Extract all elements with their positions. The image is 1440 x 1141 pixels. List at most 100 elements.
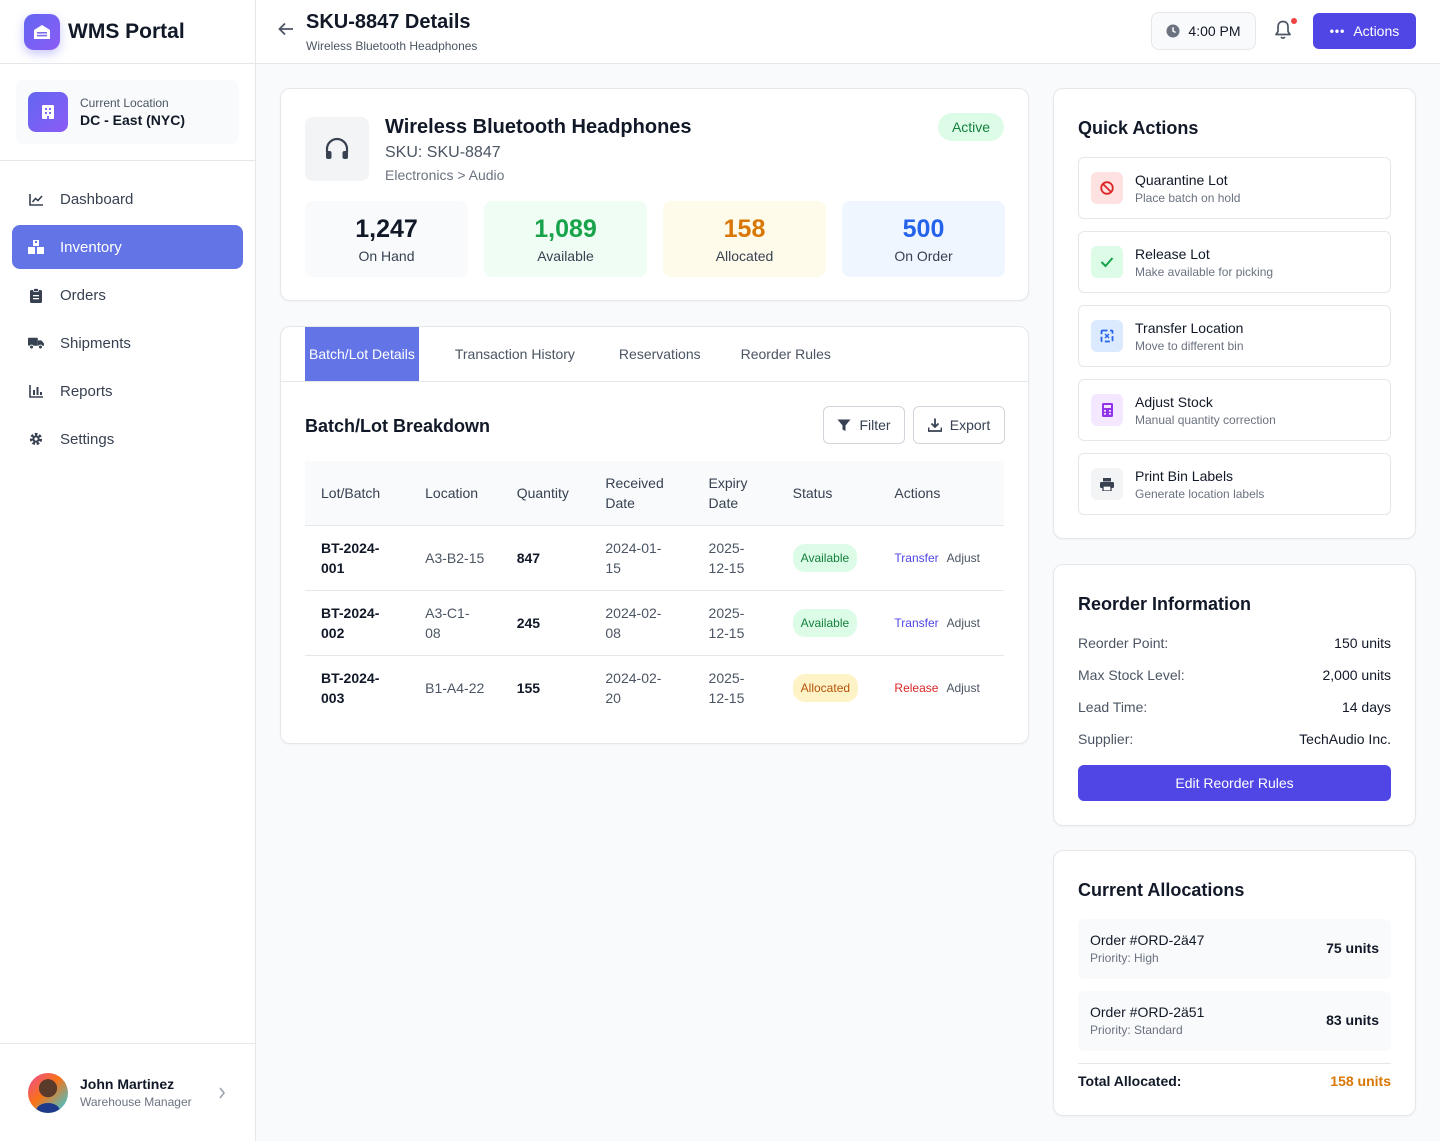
- product-category: Electronics > Audio: [385, 167, 505, 183]
- sidebar-item-shipments[interactable]: Shipments: [12, 321, 243, 365]
- column-header[interactable]: Received Date: [589, 461, 693, 526]
- clock-display: 4:00 PM: [1151, 12, 1256, 50]
- sidebar: WMS Portal Current Location DC - East (N…: [0, 0, 256, 1141]
- printer-icon: [1091, 468, 1123, 500]
- action-title: Adjust Stock: [1135, 394, 1213, 410]
- sidebar-item-label: Settings: [60, 430, 115, 448]
- page-header: SKU-8847 Details Wireless Bluetooth Head…: [256, 0, 1440, 64]
- allocations-card: Current Allocations Order #ORD-2ä47 Prio…: [1053, 850, 1416, 1116]
- status-cell: Available: [776, 590, 879, 656]
- tab-reorder-rules[interactable]: Reorder Rules: [740, 346, 831, 362]
- truck-icon: [28, 335, 44, 351]
- allocation-priority: Priority: Standard: [1090, 1023, 1183, 1037]
- user-profile[interactable]: John Martinez Warehouse Manager: [0, 1043, 255, 1141]
- release-lot-button[interactable]: Release Lot Make available for picking: [1078, 231, 1391, 293]
- product-card: Wireless Bluetooth Headphones SKU: SKU-8…: [280, 88, 1029, 301]
- actions-label: Actions: [1353, 23, 1400, 39]
- status-cell: Available: [776, 525, 879, 591]
- export-button[interactable]: Export: [913, 406, 1005, 444]
- stat-value: 1,247: [355, 215, 418, 243]
- total-label: Total Allocated:: [1078, 1073, 1182, 1089]
- actions-button[interactable]: ••• Actions: [1313, 13, 1416, 49]
- sidebar-item-settings[interactable]: Settings: [12, 417, 243, 461]
- user-name: John Martinez: [80, 1076, 175, 1092]
- transfer-location-button[interactable]: Transfer Location Move to different bin: [1078, 305, 1391, 367]
- table-row: BT-2024-001 A3-B2-15 847 2024-01-15 2025…: [305, 525, 1004, 591]
- calculator-icon: [1091, 394, 1123, 426]
- location-cell: A3-B2-15: [409, 525, 501, 591]
- bell-icon[interactable]: [1274, 20, 1292, 45]
- filter-icon: [837, 419, 851, 431]
- back-arrow-icon[interactable]: [278, 22, 294, 41]
- allocations-title: Current Allocations: [1078, 880, 1245, 900]
- column-header[interactable]: Lot/Batch: [305, 461, 410, 526]
- allocation-order: Order #ORD-2ä51: [1090, 1004, 1205, 1020]
- sidebar-item-dashboard[interactable]: Dashboard: [12, 177, 243, 221]
- transfer-link[interactable]: Transfer: [894, 616, 939, 630]
- tab-transaction-history[interactable]: Transaction History: [454, 346, 575, 362]
- edit-reorder-rules-button[interactable]: Edit Reorder Rules: [1078, 765, 1391, 801]
- brand-name[interactable]: WMS Portal: [68, 19, 185, 43]
- chart-line-icon: [28, 191, 44, 207]
- adjust-stock-button[interactable]: Adjust Stock Manual quantity correction: [1078, 379, 1391, 441]
- release-link[interactable]: Release: [894, 681, 939, 696]
- quarantine-lot-button[interactable]: Quarantine Lot Place batch on hold: [1078, 157, 1391, 219]
- expiry-cell: 2025-12-15: [708, 669, 745, 706]
- print-bin-labels-button[interactable]: Print Bin Labels Generate location label…: [1078, 453, 1391, 515]
- sidebar-item-label: Orders: [60, 286, 106, 304]
- stat-label: Available: [537, 248, 594, 264]
- quantity-cell: 245: [500, 590, 590, 656]
- page-title: SKU-8847 Details: [306, 11, 471, 33]
- adjust-link[interactable]: Adjust: [946, 681, 980, 696]
- sidebar-item-orders[interactable]: Orders: [12, 273, 243, 317]
- lot-cell: BT-2024-003: [321, 669, 380, 706]
- reorder-row: Supplier: TechAudio Inc.: [1078, 731, 1391, 747]
- action-title: Quarantine Lot: [1135, 172, 1228, 188]
- tab-reservations[interactable]: Reservations: [618, 346, 701, 362]
- allocation-units: 75 units: [1326, 940, 1379, 956]
- allocation-item[interactable]: Order #ORD-2ä51 Priority: Standard 83 un…: [1078, 991, 1391, 1051]
- batch-card: Batch/Lot Details Transaction History Re…: [280, 326, 1029, 744]
- building-icon: [28, 92, 68, 132]
- column-header[interactable]: Location: [409, 461, 501, 526]
- allocation-item[interactable]: Order #ORD-2ä47 Priority: High 75 units: [1078, 919, 1391, 979]
- received-cell: 2024-01-15: [589, 525, 693, 591]
- adjust-link[interactable]: Adjust: [946, 551, 980, 565]
- action-subtitle: Make available for picking: [1135, 265, 1274, 279]
- stat-allocated: 158 Allocated: [663, 201, 826, 277]
- reorder-row: Max Stock Level: 2,000 units: [1078, 667, 1391, 683]
- action-subtitle: Generate location labels: [1135, 487, 1265, 501]
- quantity-cell: 155: [516, 679, 541, 696]
- sidebar-item-inventory[interactable]: Inventory: [12, 225, 243, 269]
- download-icon: [927, 418, 942, 432]
- reorder-row: Lead Time: 14 days: [1078, 699, 1391, 715]
- clock-icon: [1166, 24, 1180, 38]
- adjust-link[interactable]: Adjust: [946, 616, 980, 630]
- avatar: [28, 1072, 68, 1113]
- reorder-value: 14 days: [1341, 699, 1391, 715]
- action-title: Transfer Location: [1135, 320, 1244, 336]
- brand: WMS Portal: [0, 0, 255, 64]
- action-subtitle: Place batch on hold: [1135, 191, 1241, 205]
- column-header: Actions: [878, 461, 1004, 526]
- location-selector[interactable]: Current Location DC - East (NYC): [16, 80, 239, 144]
- check-icon: [1091, 246, 1123, 278]
- stat-value: 500: [902, 215, 945, 243]
- status-cell: Allocated: [777, 655, 879, 720]
- chevron-right-icon[interactable]: [218, 1086, 226, 1104]
- filter-button[interactable]: Filter: [823, 406, 905, 444]
- sidebar-item-label: Shipments: [60, 334, 131, 352]
- action-subtitle: Move to different bin: [1135, 339, 1244, 353]
- stat-label: Allocated: [715, 248, 774, 264]
- reorder-value: TechAudio Inc.: [1299, 731, 1391, 747]
- lot-cell: BT-2024-002: [305, 590, 410, 656]
- tab-batch-lot-details[interactable]: Batch/Lot Details: [305, 327, 419, 381]
- column-header[interactable]: Expiry Date: [692, 461, 777, 526]
- column-header[interactable]: Quantity: [500, 461, 590, 526]
- ban-icon: [1091, 172, 1123, 204]
- sidebar-item-label: Reports: [60, 382, 113, 400]
- transfer-link[interactable]: Transfer: [894, 551, 939, 565]
- column-header[interactable]: Status: [776, 461, 879, 526]
- sidebar-item-reports[interactable]: Reports: [12, 369, 243, 413]
- stat-label: On Hand: [358, 248, 415, 264]
